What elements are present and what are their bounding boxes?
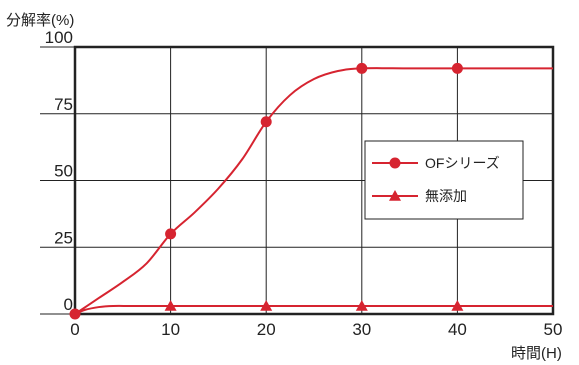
data-point [356, 62, 368, 74]
data-point [260, 116, 272, 128]
y-axis-title: 分解率(%) [6, 12, 74, 29]
legend-marker [389, 190, 401, 201]
y-tick-label: 100 [45, 28, 73, 47]
x-tick-label: 40 [448, 320, 467, 339]
data-point [451, 62, 463, 74]
x-tick-label: 0 [70, 320, 79, 339]
series-layer [69, 62, 553, 320]
y-tick-label: 0 [64, 295, 73, 314]
x-tick-label: 50 [544, 320, 563, 339]
grid [40, 45, 555, 316]
legend-item: OFシリーズ [372, 155, 500, 171]
series-2 [74, 299, 553, 315]
data-point [451, 299, 464, 311]
data-point [165, 228, 177, 240]
tick-labels: 0 25 50 75 100 0 10 20 30 40 50 [45, 28, 563, 339]
legend-box [364, 140, 524, 220]
data-point [260, 299, 273, 311]
series-1 [69, 62, 553, 320]
x-axis-title: 時間(H) [511, 345, 562, 362]
x-tick-label: 30 [352, 320, 371, 339]
legend-label: OFシリーズ [425, 155, 500, 171]
legend-marker [389, 157, 401, 169]
y-tick-label: 25 [54, 228, 73, 247]
legend-item: 無添加 [372, 188, 467, 204]
data-point [164, 299, 177, 311]
y-tick-label: 75 [54, 95, 73, 114]
x-tick-label: 20 [257, 320, 276, 339]
plot-frame [73, 45, 555, 316]
legend-label: 無添加 [425, 188, 467, 204]
y-tick-label: 50 [54, 162, 73, 181]
data-point [355, 299, 368, 311]
x-tick-label: 10 [161, 320, 180, 339]
